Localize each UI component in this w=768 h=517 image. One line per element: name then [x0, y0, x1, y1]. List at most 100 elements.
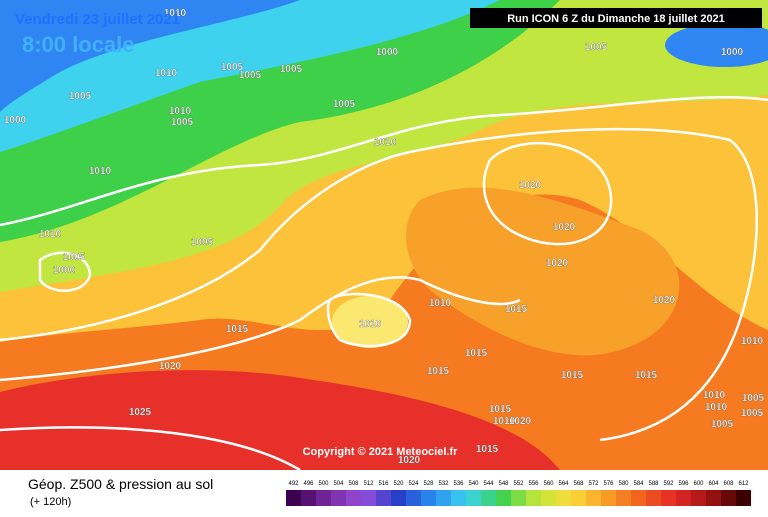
isobar-label: 1005: [191, 237, 214, 248]
scale-label: 532: [438, 481, 449, 487]
scale-label: 528: [423, 481, 434, 487]
color-scale: 492 496 500 504 508 512 516 520 524 528 532 536 540 5…: [286, 481, 751, 506]
scale-swatch: [511, 490, 526, 506]
isobar-label: 1015: [489, 404, 512, 415]
scale-label: 496: [303, 481, 314, 487]
isobar-label: 1010: [169, 106, 192, 117]
run-box: [470, 8, 762, 28]
scale-label: 564: [558, 481, 569, 487]
isobar-label: 1020: [509, 416, 532, 427]
scale-swatch: [316, 490, 331, 506]
forecast-date: Vendredi 23 juillet 2021: [15, 11, 180, 28]
isobar-label: 1000: [4, 115, 27, 126]
scale-swatch: [571, 490, 586, 506]
scale-swatch: [676, 490, 691, 506]
isobars: [0, 96, 768, 472]
isobar-label: 1010: [741, 336, 764, 347]
scale-swatch: [451, 490, 466, 506]
scale-swatch: [481, 490, 496, 506]
isobar-label: 1000: [53, 265, 76, 276]
scale-label: 560: [543, 481, 554, 487]
isobar-label: 1025: [129, 407, 152, 418]
field-orange-europe: [406, 187, 680, 356]
scale-swatch: [586, 490, 601, 506]
scale-swatch: [346, 490, 361, 506]
scale-swatch: [661, 490, 676, 506]
isobar-label: 1010: [429, 298, 452, 309]
isobar-label: 1005: [63, 252, 86, 263]
isobar-label: 1005: [280, 64, 303, 75]
scale-label: 556: [528, 481, 539, 487]
scale-swatch: [361, 490, 376, 506]
scale-label: 492: [288, 481, 299, 487]
isobar-label: 1005: [585, 42, 608, 53]
forecast-time: 8:00 locale: [22, 32, 135, 57]
isobar-label: 1020: [519, 180, 542, 191]
isobar-label: 1015: [226, 324, 249, 335]
isobar-label: 1005: [742, 393, 765, 404]
isobar-label: 1000: [376, 47, 399, 58]
scale-label: 504: [333, 481, 344, 487]
isobar-label: 1020: [398, 455, 421, 466]
scale-swatch: [466, 490, 481, 506]
scale-label: 576: [603, 481, 614, 487]
isobar-label: 1005: [741, 408, 764, 419]
isobar-label: 1010: [89, 166, 112, 177]
isobar-label: 1020: [159, 361, 182, 372]
scale-label: 604: [708, 481, 719, 487]
scale-swatch: [391, 490, 406, 506]
scale-label: 540: [468, 481, 479, 487]
scale-swatch: [601, 490, 616, 506]
scale-label: 608: [723, 481, 734, 487]
scale-label: 580: [618, 481, 629, 487]
isobar-label: 1005: [239, 70, 262, 81]
field-light: [332, 296, 408, 348]
scale-swatch: [436, 490, 451, 506]
isobar-label: 1010: [493, 416, 516, 427]
isobar-label: 1015: [505, 304, 528, 315]
isobar-label: 1010: [164, 8, 187, 19]
scale-swatch: [691, 490, 706, 506]
isobar-label: 1005: [333, 99, 356, 110]
copyright: Copyright © 2021 Meteociel.fr: [303, 446, 459, 458]
scale-label: 588: [648, 481, 659, 487]
isobar-label: 1015: [476, 444, 499, 455]
scale-label: 572: [588, 481, 599, 487]
scale-label: 584: [633, 481, 644, 487]
scale-swatch: [496, 490, 511, 506]
scale-label: 544: [483, 481, 494, 487]
scale-label: 508: [348, 481, 359, 487]
isobar-label: 1020: [653, 295, 676, 306]
scale-swatch: [376, 490, 391, 506]
isobar-label: 1015: [561, 370, 584, 381]
isobar-label: 1015: [427, 366, 450, 377]
scale-swatch: [646, 490, 661, 506]
legend-subtitle: (+ 120h): [30, 496, 71, 508]
scale-label: 500: [318, 481, 329, 487]
scale-swatch: [706, 490, 721, 506]
isobar-label: 1005: [171, 117, 194, 128]
scale-swatch: [406, 490, 421, 506]
isobar-label: 1010: [703, 390, 726, 401]
scale-label: 520: [393, 481, 404, 487]
scale-label: 596: [678, 481, 689, 487]
scale-label: 592: [663, 481, 674, 487]
isobar-label: 1005: [69, 91, 92, 102]
isobar-label: 1020: [553, 222, 576, 233]
legend-title: Géop. Z500 & pression au sol: [28, 476, 213, 492]
scale-swatch: [421, 490, 436, 506]
scale-label: 552: [513, 481, 524, 487]
isobar-label: 1010: [39, 229, 62, 240]
run-info: Run ICON 6 Z du Dimanche 18 juillet 2021: [507, 13, 725, 25]
scale-swatch: [721, 490, 736, 506]
isobar-label: 1000: [721, 47, 744, 58]
scale-swatch: [631, 490, 646, 506]
scale-label: 536: [453, 481, 464, 487]
isobar-label: 1010: [359, 319, 382, 330]
scale-swatch: [556, 490, 571, 506]
scale-label: 600: [693, 481, 704, 487]
isobar-label: 1015: [635, 370, 658, 381]
scale-label: 524: [408, 481, 419, 487]
field-blue: [0, 0, 300, 112]
